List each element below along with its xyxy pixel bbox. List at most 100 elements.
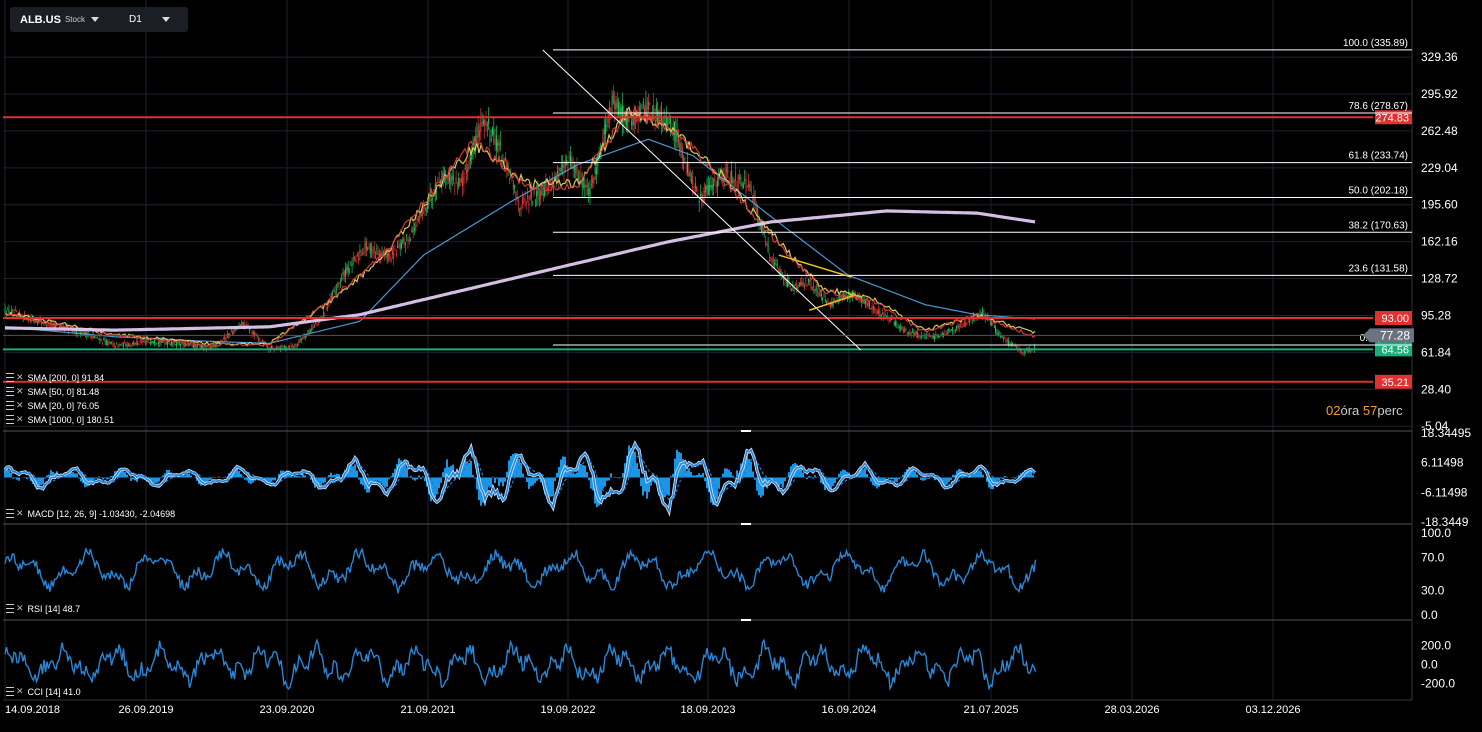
sma-line-10000	[4, 209, 1036, 332]
candle-body	[286, 347, 288, 349]
macd-bar	[1030, 471, 1032, 478]
macd-bar	[618, 477, 620, 479]
close-icon[interactable]: ✕	[16, 372, 24, 382]
candle-body	[459, 177, 461, 186]
close-icon[interactable]: ✕	[16, 386, 24, 396]
close-icon[interactable]: ✕	[16, 603, 24, 613]
candle-body	[906, 332, 908, 335]
candle-body	[164, 341, 166, 345]
candle-body	[83, 331, 85, 335]
legend-rsi[interactable]: ✕ RSI [14] 48.7	[6, 603, 80, 614]
macd-bar	[870, 477, 872, 482]
macd-bar	[978, 470, 980, 478]
candle-body	[780, 270, 782, 276]
candle-body	[325, 309, 327, 311]
candle-body	[299, 339, 301, 341]
candle-body	[619, 104, 621, 115]
legend-value: 91.84	[81, 372, 105, 383]
macd-bar	[166, 469, 168, 478]
chevron-down-icon[interactable]	[90, 17, 99, 22]
candle-body	[117, 344, 119, 348]
candle-body	[248, 329, 250, 331]
macd-bar	[778, 477, 780, 487]
candle-body	[126, 345, 128, 346]
settings-icon[interactable]	[6, 509, 14, 518]
settings-icon[interactable]	[6, 415, 14, 424]
legend-name: MACD	[27, 508, 55, 519]
legend-sma-50[interactable]: ✕ SMA [50, 0] 81.48	[6, 386, 99, 397]
macd-bar	[212, 476, 214, 478]
macd-bar	[598, 477, 600, 506]
chevron-down-icon[interactable]	[161, 17, 170, 22]
candle-body	[152, 341, 154, 343]
candle-body	[451, 175, 453, 180]
time-axis-tick: 19.09.2022	[540, 704, 595, 716]
close-icon[interactable]: ✕	[16, 400, 24, 410]
macd-bar	[846, 471, 848, 478]
candle-body	[224, 335, 226, 340]
macd-bar	[724, 468, 726, 478]
candle-body	[785, 281, 787, 283]
candle-body	[277, 346, 279, 349]
candle-body	[622, 106, 623, 123]
candle-body	[573, 164, 575, 171]
macd-bar	[690, 471, 692, 478]
legend-params: [14]	[45, 686, 61, 697]
macd-bar	[500, 477, 502, 483]
close-icon[interactable]: ✕	[16, 414, 24, 424]
candle-body	[397, 245, 399, 248]
settings-icon[interactable]	[6, 387, 14, 396]
candle-body	[963, 322, 965, 327]
candle-body	[284, 344, 285, 347]
candle-body	[871, 305, 873, 311]
legend-sma-20[interactable]: ✕ SMA [20, 0] 76.05	[6, 400, 99, 411]
macd-bar	[470, 460, 472, 478]
legend-sma-1000[interactable]: ✕ SMA [1000, 0] 180.51	[6, 414, 114, 425]
macd-bar	[264, 477, 266, 482]
candle-body	[420, 211, 422, 216]
macd-bar	[650, 477, 652, 486]
macd-bar	[48, 474, 50, 478]
settings-icon[interactable]	[6, 687, 14, 696]
candle-body	[364, 243, 366, 249]
macd-bar	[302, 474, 304, 478]
candle-body	[139, 340, 141, 343]
candle-body	[338, 283, 340, 285]
candle-body	[155, 343, 157, 344]
macd-bar	[382, 477, 384, 485]
candle-body	[138, 344, 140, 345]
candle-body	[499, 141, 501, 146]
timeframe-label[interactable]: D1	[128, 14, 142, 25]
settings-icon[interactable]	[6, 373, 14, 382]
candle-body	[208, 346, 210, 348]
candle-body	[85, 332, 87, 335]
settings-icon[interactable]	[6, 401, 14, 410]
candle-body	[169, 343, 171, 345]
legend-sma-200[interactable]: ✕ SMA [200, 0] 91.84	[6, 372, 104, 383]
symbol-selector[interactable]: ALB.US Stock D1	[10, 7, 188, 32]
candle-body	[588, 188, 590, 195]
candle-body	[307, 330, 309, 332]
settings-icon[interactable]	[6, 604, 14, 613]
macd-bar	[664, 477, 666, 498]
macd-bar	[862, 469, 864, 478]
candle-body	[61, 324, 63, 326]
candle-body	[957, 324, 959, 329]
legend-cci[interactable]: ✕ CCI [14] 41.0	[6, 686, 81, 697]
candle-body	[391, 250, 393, 255]
candle-body	[547, 185, 549, 190]
price-axis-tick: 95.28	[1421, 308, 1451, 322]
macd-bar	[444, 468, 446, 478]
triangle-trendline-lower	[808, 294, 856, 311]
candle-body	[508, 179, 510, 181]
macd-bar	[300, 476, 302, 478]
legend-macd[interactable]: ✕ MACD [12, 26, 9] -1.03430, -2.04698	[6, 508, 175, 519]
close-icon[interactable]: ✕	[16, 508, 24, 518]
candle-body	[774, 262, 776, 265]
candle-body	[310, 329, 311, 332]
candle-body	[294, 343, 296, 346]
close-icon[interactable]: ✕	[16, 686, 24, 696]
legend-name: RSI	[27, 603, 43, 614]
candle-body	[454, 185, 456, 187]
